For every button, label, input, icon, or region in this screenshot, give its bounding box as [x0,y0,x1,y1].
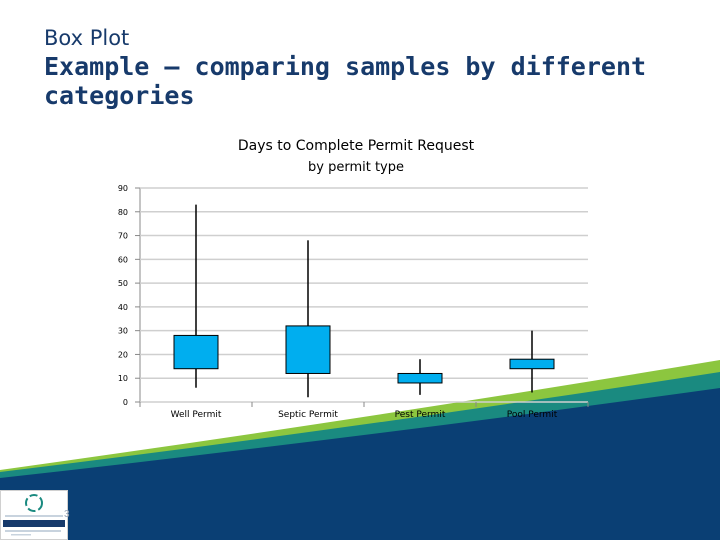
x-axis: Well Permit Septic Permit Pest Permit Pool … [139,402,589,420]
y-tick-label: 60 [118,255,128,264]
y-axis: 0 10 20 30 40 50 60 70 80 90 [118,184,588,407]
chart-title: Days to Complete Permit Request [238,138,475,154]
box-plot-chart: Days to Complete Permit Request by permi… [118,138,589,420]
logo-mark [3,494,65,536]
box-iqr [397,372,443,384]
y-tick-label: 10 [118,374,128,383]
y-tick-label: 90 [118,184,128,193]
y-tick-label: 70 [118,232,128,241]
x-tick-label: Pest Permit [395,410,446,420]
x-tick-label: Septic Permit [278,410,338,420]
box-iqr [509,358,555,370]
y-tick-label: 50 [118,279,128,288]
box-iqr [285,325,331,374]
slide-title-small: Box Plot [44,26,130,50]
y-tick-label: 40 [118,303,128,312]
box-series [173,204,555,398]
x-tick-label: Pool Permit [507,410,558,420]
y-tick-label: 30 [118,327,128,336]
footer-wave-dark [0,388,720,540]
chart-subtitle: by permit type [308,160,404,175]
y-tick-label: 80 [118,208,128,217]
box-iqr [173,334,219,370]
slide-title-large: Example – comparing samples by different… [44,52,647,110]
y-tick-label: 0 [123,398,128,407]
health-department-logo [0,490,68,540]
x-tick-label: Well Permit [171,410,222,420]
slide-number: 3 [64,509,70,520]
y-tick-label: 20 [118,350,128,359]
